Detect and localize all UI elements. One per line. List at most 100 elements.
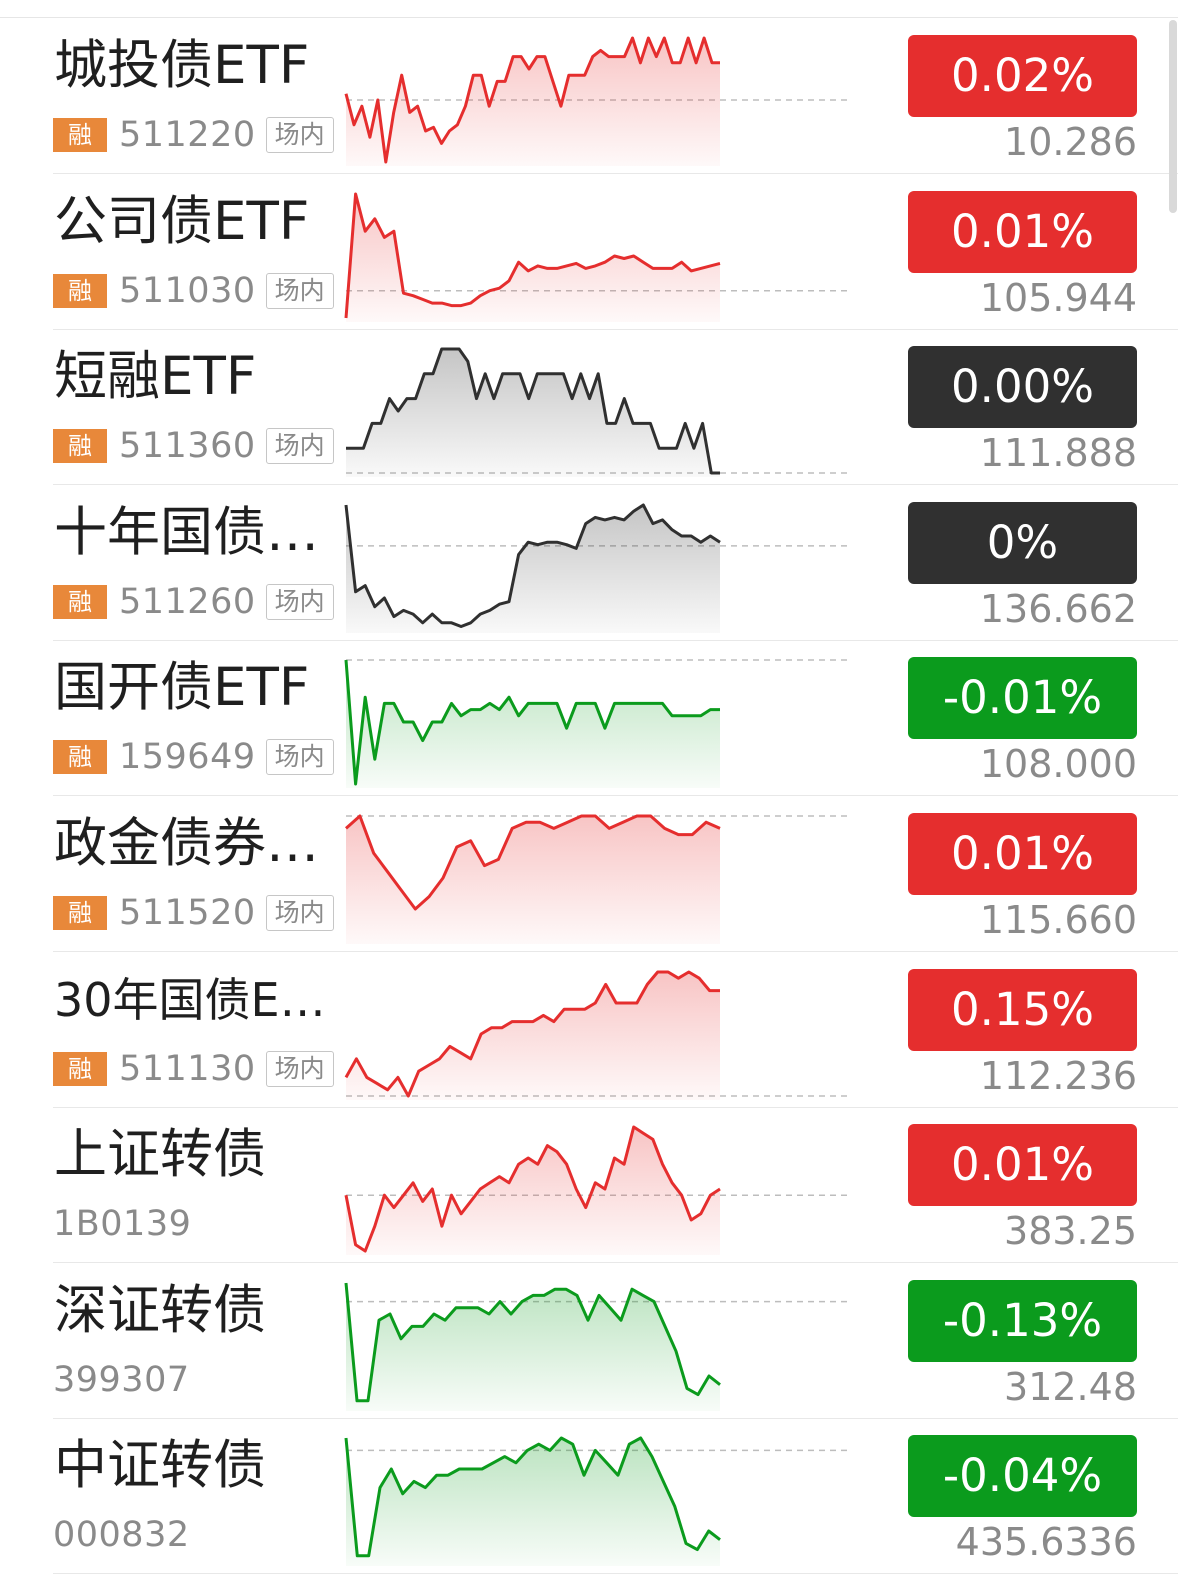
quote-row[interactable]: 中证转债 000832 -0.04% 435.6336 <box>0 1418 1189 1575</box>
sparkline-area <box>346 1438 720 1567</box>
fund-meta: 融 511260 场内 <box>53 581 334 623</box>
sparkline-line <box>344 1282 721 1403</box>
margin-badge: 融 <box>53 896 107 930</box>
fund-code: 511360 <box>119 426 256 467</box>
fund-meta: 融 511520 场内 <box>53 892 334 934</box>
intraday-sparkline[interactable] <box>344 1281 854 1411</box>
margin-badge: 融 <box>53 584 107 619</box>
sparkline-area <box>346 1127 720 1256</box>
change-percent-badge[interactable]: 0.15% <box>908 968 1137 1051</box>
change-percent-badge[interactable]: -0.13% <box>908 1279 1137 1362</box>
exchange-tag: 场内 <box>265 895 334 931</box>
fund-code: 399307 <box>53 1359 190 1400</box>
fund-code: 511520 <box>119 893 256 933</box>
intraday-sparkline[interactable] <box>344 503 854 633</box>
exchange-tag: 场内 <box>265 583 334 620</box>
intraday-sparkline[interactable] <box>344 658 854 789</box>
last-price: 10.286 <box>1004 120 1137 164</box>
exchange-tag: 场内 <box>265 739 334 776</box>
intraday-sparkline[interactable] <box>344 36 854 166</box>
row-divider <box>53 795 1178 797</box>
fund-name: 国开债ETF <box>54 657 310 719</box>
last-price: 383.25 <box>1004 1209 1137 1254</box>
row-divider <box>53 1417 1178 1419</box>
row-divider <box>53 1106 1178 1108</box>
fund-meta: 融 511130 场内 <box>53 1048 334 1090</box>
change-percent-badge[interactable]: -0.01% <box>908 657 1137 740</box>
last-price: 435.6336 <box>955 1520 1137 1565</box>
fund-code: 000832 <box>53 1515 190 1556</box>
sparkline-line <box>346 347 720 475</box>
quote-row[interactable]: 深证转债 399307 -0.13% 312.48 <box>0 1263 1189 1419</box>
change-percent-badge[interactable]: 0.01% <box>908 190 1137 273</box>
exchange-tag: 场内 <box>265 117 334 153</box>
sparkline-line <box>344 660 720 786</box>
fund-code: 511130 <box>119 1048 256 1089</box>
intraday-sparkline[interactable] <box>344 970 854 1100</box>
intraday-sparkline[interactable] <box>344 347 854 478</box>
intraday-sparkline[interactable] <box>344 814 854 944</box>
margin-badge: 融 <box>53 740 107 775</box>
fund-code: 159649 <box>119 737 256 778</box>
quote-row[interactable]: 上证转债 1B0139 0.01% 383.25 <box>0 1107 1189 1264</box>
sparkline-area <box>346 816 720 944</box>
intraday-sparkline[interactable] <box>344 1125 854 1256</box>
row-divider <box>53 1262 1178 1264</box>
quote-row[interactable]: 政金债券ETF 融 511520 场内 0.01% 115.660 <box>0 796 1189 952</box>
fund-code: 511260 <box>119 581 256 622</box>
last-price: 111.888 <box>979 431 1137 476</box>
fund-name: 十年国债ETF <box>54 501 344 563</box>
sparkline-area <box>346 504 720 633</box>
margin-badge: 融 <box>53 118 107 152</box>
sparkline-line <box>344 970 720 1098</box>
row-divider <box>53 1573 1178 1575</box>
fund-name: 深证转债 <box>54 1279 266 1341</box>
change-percent-badge[interactable]: 0.02% <box>908 35 1137 117</box>
intraday-sparkline[interactable] <box>344 1436 854 1567</box>
row-divider <box>53 951 1178 952</box>
fund-name: 中证转债 <box>54 1435 266 1497</box>
change-percent-badge[interactable]: 0.00% <box>908 346 1137 429</box>
fund-name: 城投债ETF <box>54 35 310 96</box>
intraday-sparkline[interactable] <box>344 192 854 322</box>
quote-row[interactable]: 十年国债ETF 融 511260 场内 0% 136.662 <box>0 485 1189 641</box>
quote-row[interactable]: 公司债ETF 融 511030 场内 0.01% 105.944 <box>0 174 1189 330</box>
fund-name: 上证转债 <box>54 1124 266 1186</box>
sparkline-area <box>346 38 720 166</box>
fund-meta: 000832 <box>53 1514 190 1556</box>
change-percent-badge[interactable]: 0.01% <box>908 1124 1137 1207</box>
sparkline-line <box>344 503 721 628</box>
change-percent-badge[interactable]: 0.01% <box>908 813 1137 895</box>
sparkline-line <box>344 1436 721 1558</box>
change-percent-badge[interactable]: 0% <box>908 501 1137 584</box>
fund-meta: 融 511030 场内 <box>53 270 334 312</box>
fund-meta: 399307 <box>53 1359 190 1401</box>
fund-meta: 融 511220 场内 <box>53 114 334 156</box>
fund-meta: 1B0139 <box>53 1203 191 1245</box>
sparkline-line <box>344 36 720 164</box>
quote-row[interactable]: 30年国债ET... 融 511130 场内 0.15% 112.236 <box>0 952 1189 1108</box>
quote-row[interactable]: 城投债ETF 融 511220 场内 0.02% 10.286 <box>0 18 1189 174</box>
fund-meta: 融 511360 场内 <box>53 425 334 467</box>
last-price: 105.944 <box>979 275 1137 320</box>
scrollbar[interactable] <box>1169 20 1177 213</box>
top-divider <box>0 17 1178 18</box>
sparkline-area <box>346 1282 720 1411</box>
sparkline-area <box>346 971 720 1100</box>
sparkline-area <box>346 349 720 478</box>
sparkline-area <box>346 193 720 322</box>
last-price: 136.662 <box>979 586 1137 631</box>
margin-badge: 融 <box>53 1051 107 1086</box>
sparkline-line <box>344 1125 721 1253</box>
last-price: 112.236 <box>979 1053 1137 1098</box>
row-divider <box>53 484 1178 486</box>
last-price: 108.000 <box>979 742 1137 787</box>
fund-name: 政金债券ETF <box>54 813 344 874</box>
row-divider <box>53 173 1178 174</box>
quote-row[interactable]: 短融ETF 融 511360 场内 0.00% 111.888 <box>0 329 1189 486</box>
row-divider <box>53 639 1178 641</box>
last-price: 312.48 <box>1004 1364 1137 1409</box>
quote-row[interactable]: 国开债ETF 融 159649 场内 -0.01% 108.000 <box>0 640 1189 797</box>
margin-badge: 融 <box>53 273 107 308</box>
change-percent-badge[interactable]: -0.04% <box>908 1435 1137 1518</box>
